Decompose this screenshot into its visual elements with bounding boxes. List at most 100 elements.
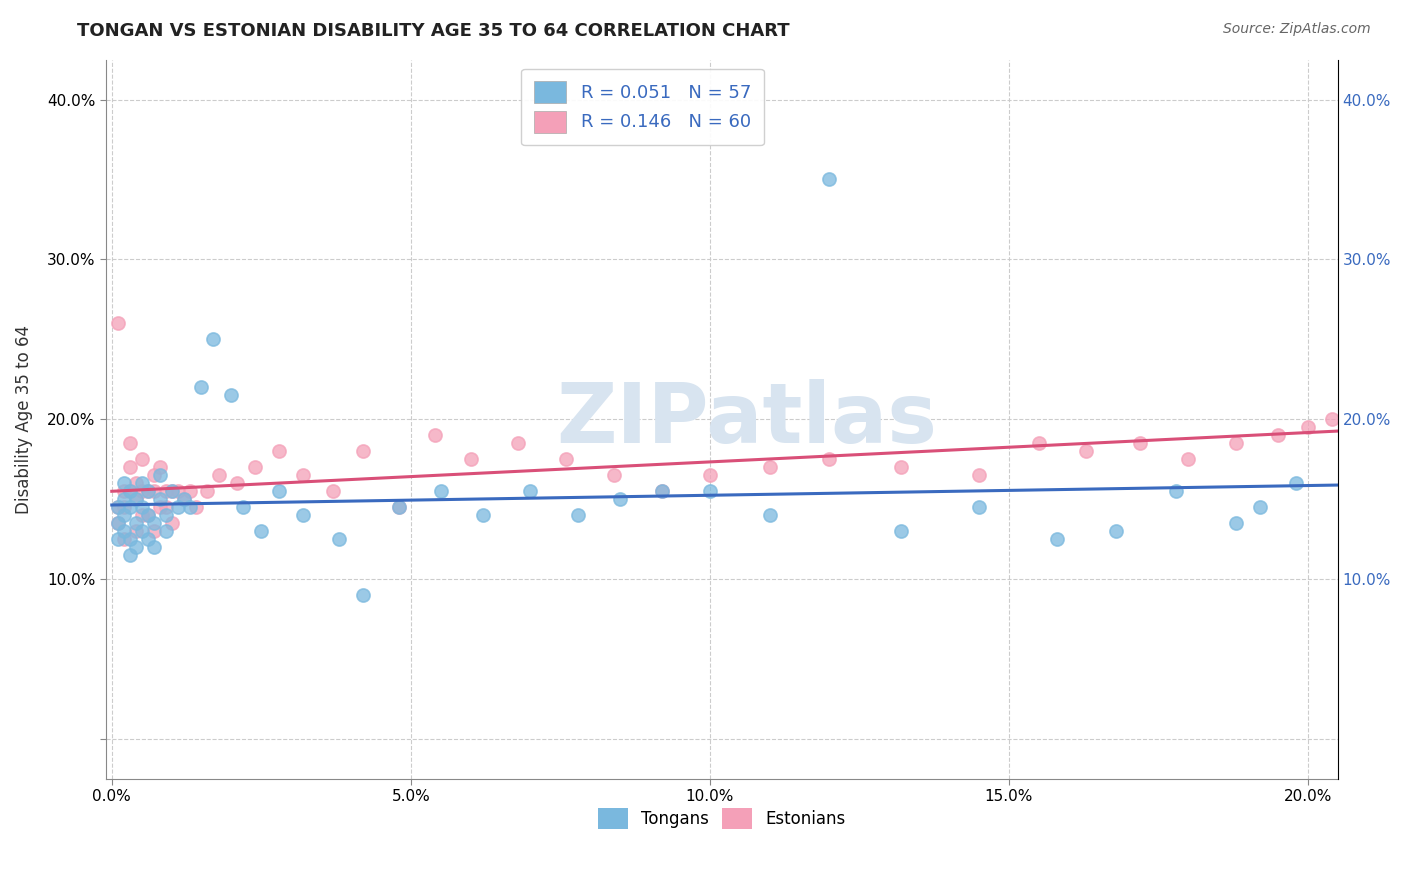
Point: [1177, 452, 1199, 467]
Point: [160, 516, 183, 531]
Point: [107, 500, 129, 515]
Point: [107, 316, 129, 330]
Point: [118, 436, 141, 450]
Point: [651, 484, 673, 499]
Point: [155, 524, 177, 538]
Point: [292, 468, 315, 483]
Point: [1285, 476, 1308, 491]
Point: [155, 500, 177, 515]
Point: [226, 476, 249, 491]
Point: [1368, 396, 1391, 410]
Point: [232, 500, 254, 515]
Point: [125, 476, 148, 491]
Point: [149, 500, 172, 515]
Point: [519, 484, 541, 499]
Point: [423, 428, 446, 442]
Point: [429, 484, 451, 499]
Point: [112, 484, 135, 499]
Point: [155, 508, 177, 523]
Point: [208, 468, 231, 483]
Point: [1267, 428, 1289, 442]
Point: [890, 460, 912, 475]
Point: [112, 508, 135, 523]
Point: [149, 492, 172, 507]
Point: [328, 532, 350, 546]
Point: [1028, 436, 1050, 450]
Point: [818, 452, 841, 467]
Point: [118, 500, 141, 515]
Point: [125, 492, 148, 507]
Point: [352, 444, 374, 458]
Point: [651, 484, 673, 499]
Y-axis label: Disability Age 35 to 64: Disability Age 35 to 64: [15, 325, 32, 514]
Point: [555, 452, 578, 467]
Point: [460, 452, 482, 467]
Point: [149, 460, 172, 475]
Point: [131, 484, 153, 499]
Point: [136, 484, 159, 499]
Point: [131, 500, 153, 515]
Point: [118, 484, 141, 499]
Point: [245, 460, 267, 475]
Point: [890, 524, 912, 538]
Point: [1249, 500, 1271, 515]
Point: [1296, 420, 1319, 434]
Point: [1225, 516, 1247, 531]
Point: [269, 444, 291, 458]
Text: TONGAN VS ESTONIAN DISABILITY AGE 35 TO 64 CORRELATION CHART: TONGAN VS ESTONIAN DISABILITY AGE 35 TO …: [77, 22, 790, 40]
Point: [292, 508, 315, 523]
Point: [136, 484, 159, 499]
Point: [166, 500, 188, 515]
Point: [125, 492, 148, 507]
Point: [1045, 532, 1067, 546]
Point: [166, 484, 188, 499]
Point: [250, 524, 273, 538]
Point: [603, 468, 626, 483]
Point: [136, 508, 159, 523]
Point: [131, 452, 153, 467]
Point: [142, 484, 165, 499]
Point: [567, 508, 589, 523]
Point: [131, 476, 153, 491]
Point: [118, 548, 141, 562]
Point: [131, 508, 153, 523]
Point: [142, 468, 165, 483]
Point: [269, 484, 291, 499]
Point: [107, 532, 129, 546]
Point: [107, 500, 129, 515]
Point: [155, 484, 177, 499]
Point: [1225, 436, 1247, 450]
Point: [118, 460, 141, 475]
Point: [758, 460, 780, 475]
Point: [202, 332, 225, 346]
Point: [197, 484, 219, 499]
Point: [179, 500, 201, 515]
Point: [699, 468, 721, 483]
Point: [160, 484, 183, 499]
Point: [136, 508, 159, 523]
Point: [142, 540, 165, 554]
Point: [142, 524, 165, 538]
Point: [184, 500, 207, 515]
Text: ZIPatlas: ZIPatlas: [555, 379, 936, 459]
Point: [149, 468, 172, 483]
Point: [1076, 444, 1098, 458]
Point: [125, 524, 148, 538]
Point: [173, 492, 195, 507]
Point: [818, 172, 841, 186]
Point: [125, 540, 148, 554]
Point: [136, 532, 159, 546]
Point: [179, 484, 201, 499]
Point: [967, 468, 990, 483]
Point: [758, 508, 780, 523]
Text: Source: ZipAtlas.com: Source: ZipAtlas.com: [1223, 22, 1371, 37]
Point: [142, 516, 165, 531]
Point: [112, 476, 135, 491]
Point: [107, 516, 129, 531]
Point: [160, 484, 183, 499]
Point: [967, 500, 990, 515]
Point: [388, 500, 411, 515]
Point: [190, 380, 212, 394]
Point: [131, 524, 153, 538]
Legend: Tongans, Estonians: Tongans, Estonians: [591, 802, 852, 835]
